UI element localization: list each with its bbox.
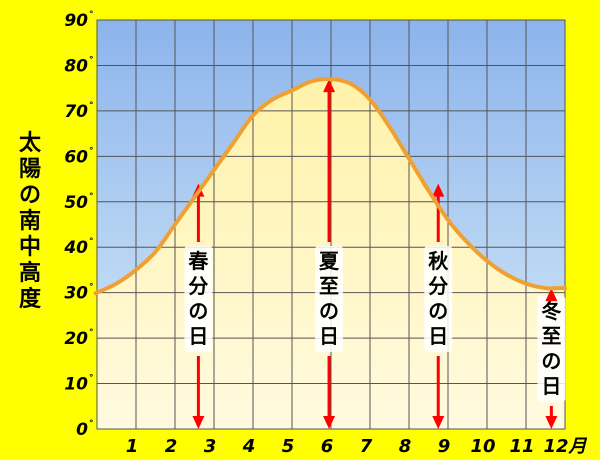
degree-sign: ° bbox=[89, 10, 94, 20]
degree-sign: ° bbox=[89, 328, 94, 338]
x-tick-label: 5 bbox=[282, 436, 295, 456]
y-tick-label: 50 bbox=[64, 193, 88, 213]
degree-sign: ° bbox=[89, 146, 94, 156]
x-tick-label: 10 bbox=[470, 436, 495, 456]
arrow-head-up bbox=[323, 79, 336, 93]
annotation-label-box bbox=[537, 296, 566, 402]
annotation-label-char: 日 bbox=[428, 324, 448, 348]
y-tick-label: 0 bbox=[76, 420, 88, 440]
y-axis-label-char: 南 bbox=[19, 209, 41, 234]
y-tick-label: 60 bbox=[64, 147, 88, 167]
y-tick-label: 90 bbox=[64, 11, 88, 31]
arrow-head-down bbox=[323, 416, 336, 429]
degree-sign: ° bbox=[89, 237, 94, 247]
degree-sign: ° bbox=[89, 374, 94, 384]
altitude-line bbox=[93, 76, 567, 296]
annotation-label-char: の bbox=[541, 349, 561, 373]
annotation-label-char: 日 bbox=[541, 374, 561, 398]
annotation-label-char: 春 bbox=[187, 249, 209, 273]
y-tick-label: 80 bbox=[64, 56, 88, 76]
arrow-head-down bbox=[432, 416, 445, 429]
arrow-head-up bbox=[432, 183, 445, 197]
degree-sign: ° bbox=[89, 192, 94, 202]
x-axis-ticks: 1 2 3 4 5 6 7 8 9 10 11 12月 bbox=[126, 436, 588, 457]
x-tick-label: 9 bbox=[438, 436, 451, 456]
annotation-label-char: の bbox=[188, 299, 208, 323]
degree-sign: ° bbox=[89, 55, 94, 65]
arrow-head-down bbox=[545, 416, 558, 429]
annotation-label-char: 分 bbox=[428, 274, 448, 298]
x-tick-label: 11 bbox=[509, 436, 534, 456]
y-axis-label-char: 太 bbox=[19, 131, 42, 156]
annotation-label-box bbox=[184, 246, 213, 352]
x-tick-label: 2 bbox=[165, 436, 178, 456]
annotation-label-char: 秋 bbox=[428, 249, 449, 273]
annotation-label-char: 至 bbox=[319, 274, 339, 298]
y-axis-label-char: の bbox=[19, 183, 41, 208]
y-tick-label: 70 bbox=[64, 102, 88, 122]
x-tick-label: 8 bbox=[399, 436, 412, 456]
annotation-label-char: の bbox=[319, 299, 339, 323]
y-axis-label-char: 度 bbox=[19, 286, 42, 312]
annotation-label-char: 日 bbox=[319, 324, 339, 348]
x-tick-label: 12月 bbox=[543, 436, 587, 456]
annotation-label-box bbox=[424, 246, 453, 352]
arrow-head-up bbox=[545, 288, 558, 302]
x-tick-label: 4 bbox=[242, 436, 256, 456]
y-tick-label: 30 bbox=[64, 284, 88, 304]
degree-sign: ° bbox=[89, 283, 94, 293]
y-tick-label: 20 bbox=[64, 329, 88, 349]
y-axis-label-char: 陽 bbox=[19, 157, 41, 182]
annotation-label-char: 日 bbox=[188, 324, 208, 348]
y-tick-label: 40 bbox=[63, 238, 88, 258]
degree-sign: ° bbox=[89, 419, 94, 429]
annotation-label-char: 至 bbox=[541, 324, 561, 348]
x-tick-label: 7 bbox=[360, 436, 373, 456]
annotation-arrows bbox=[192, 79, 558, 429]
annotation-label-char: 夏 bbox=[319, 249, 340, 273]
arrow-head-down bbox=[192, 416, 205, 429]
y-axis-ticks: 0 °10 °20 °30 °40 °50 °60 °70 °80 °90 ° bbox=[63, 10, 93, 440]
y-tick-label: 10 bbox=[64, 375, 88, 395]
x-tick-label: 1 bbox=[126, 436, 139, 456]
y-axis-label-char: 中 bbox=[19, 235, 41, 260]
x-tick-label: 6 bbox=[321, 436, 334, 456]
plot-frame bbox=[96, 19, 566, 430]
annotation-label-char: の bbox=[428, 299, 448, 323]
x-tick-label: 3 bbox=[204, 436, 217, 456]
annotation-label-char: 冬 bbox=[541, 299, 561, 323]
y-axis-label-char: 高 bbox=[19, 260, 41, 286]
annotation-label-box bbox=[315, 246, 344, 352]
annotation-label-char: 分 bbox=[188, 274, 208, 298]
degree-sign: ° bbox=[89, 101, 94, 111]
